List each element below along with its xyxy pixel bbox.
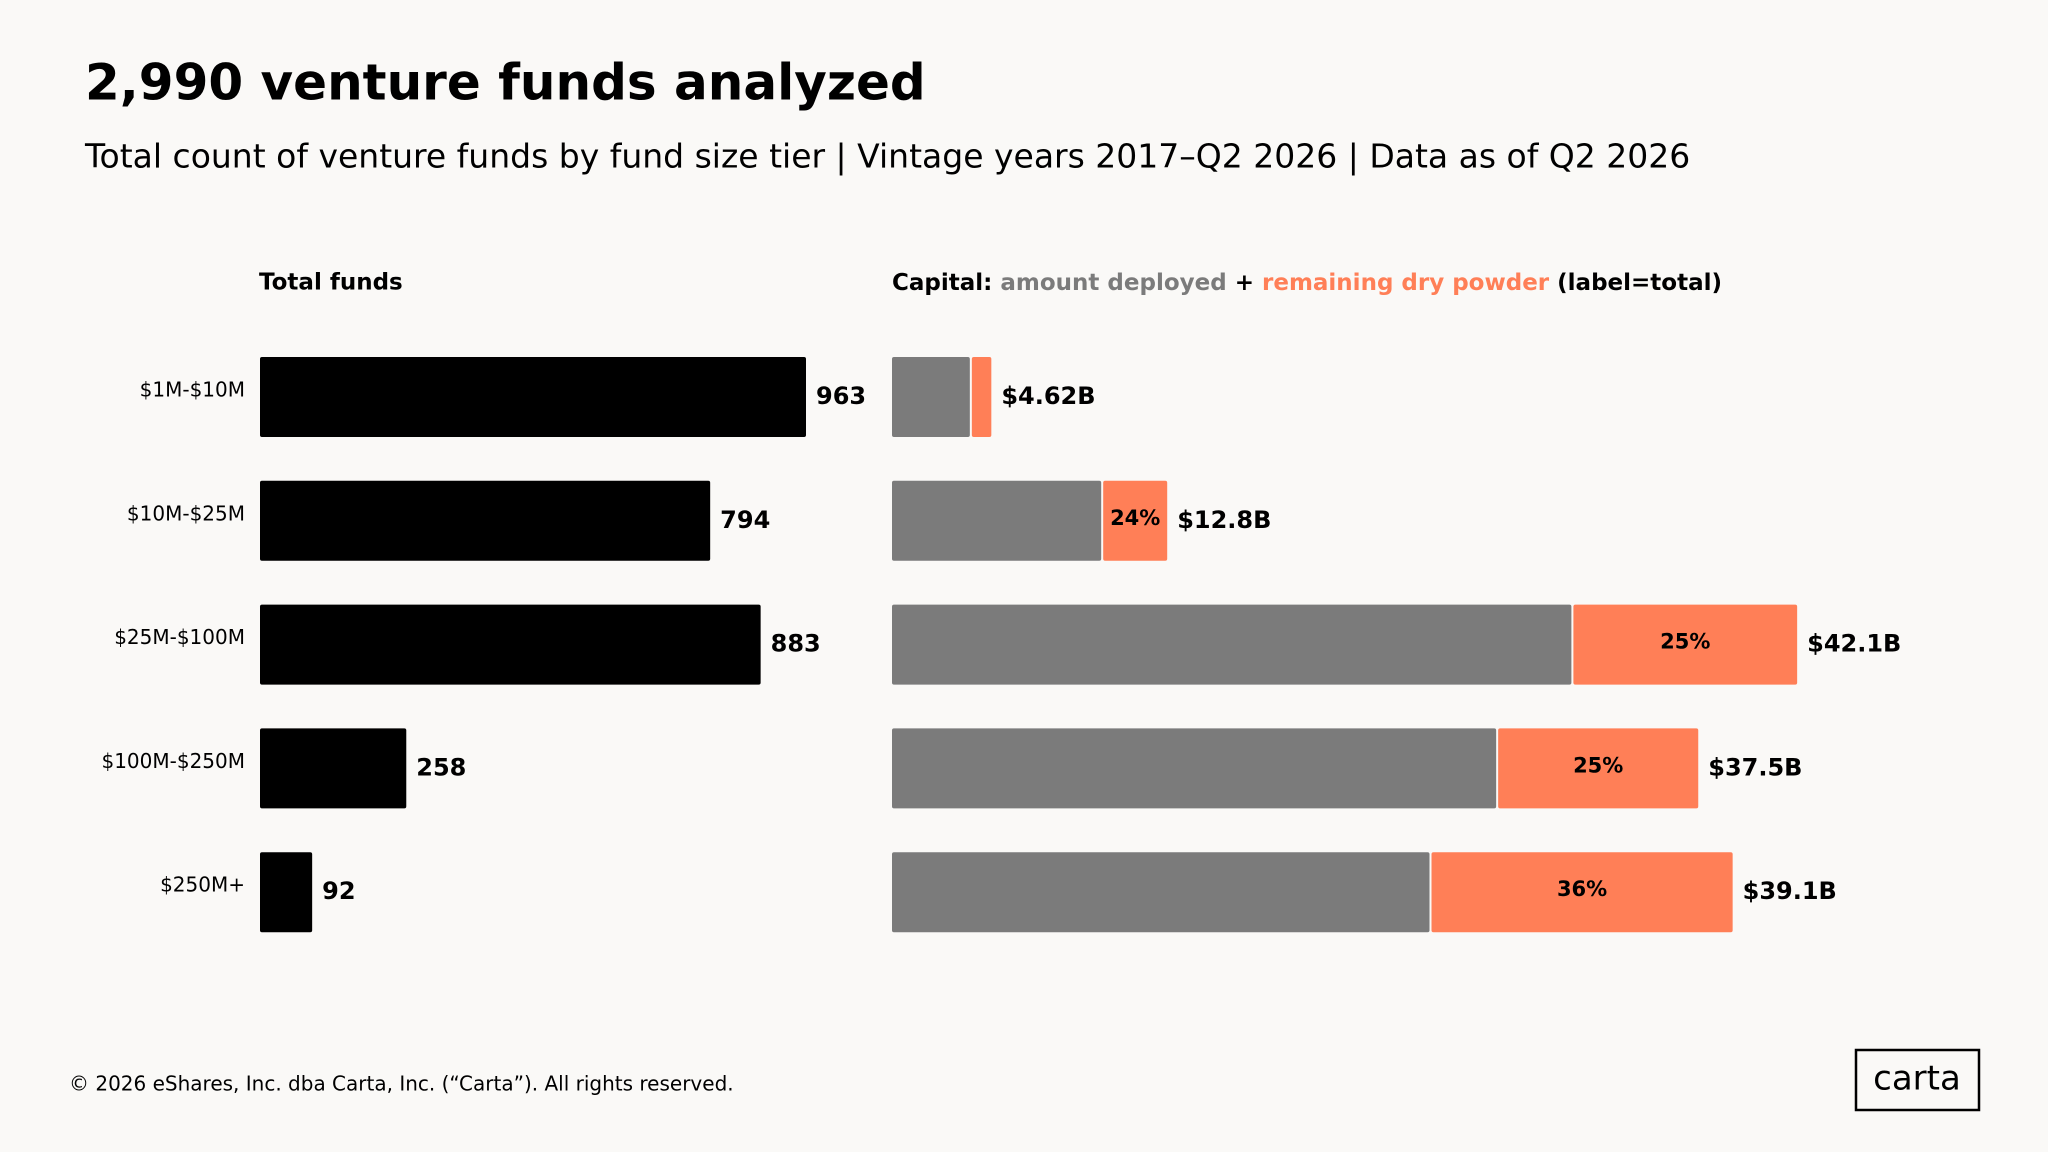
category-label: $100M-$250M bbox=[101, 749, 245, 773]
bar-segment bbox=[1431, 852, 1733, 933]
bar-segment bbox=[1573, 604, 1798, 685]
bar bbox=[260, 852, 313, 933]
legend-deployed: amount deployed bbox=[1000, 270, 1226, 296]
header-note: (label=total) bbox=[1557, 270, 1722, 296]
bar-segment bbox=[1103, 480, 1168, 561]
bar-segment bbox=[892, 728, 1497, 809]
bar-segment bbox=[892, 852, 1430, 933]
total-label: $4.62B bbox=[1001, 382, 1095, 410]
value-label: 258 bbox=[416, 753, 466, 781]
value-label: 963 bbox=[816, 382, 866, 410]
bar-segment bbox=[892, 357, 970, 437]
total-label: $42.1B bbox=[1807, 630, 1901, 658]
title: 2,990 venture funds analyzed bbox=[85, 54, 926, 112]
right-header: Capital: amount deployed + remaining dry… bbox=[892, 270, 1722, 296]
footer: © 2026 eShares, Inc. dba Carta, Inc. (“C… bbox=[69, 1072, 734, 1096]
category-label: $1M-$10M bbox=[140, 378, 245, 402]
segment-label: 24% bbox=[1110, 506, 1160, 530]
bar-segment bbox=[971, 357, 992, 437]
bar bbox=[260, 604, 761, 685]
header-label: Capital: bbox=[892, 270, 992, 296]
bar-segment bbox=[892, 480, 1102, 561]
logo: carta bbox=[1873, 1059, 1961, 1099]
header-joiner: + bbox=[1235, 270, 1254, 296]
category-label: $10M-$25M bbox=[127, 501, 245, 525]
left-header: Total funds bbox=[259, 270, 403, 296]
bar-segment bbox=[1498, 728, 1699, 809]
value-label: 92 bbox=[322, 877, 355, 905]
bar bbox=[260, 480, 711, 561]
total-label: $37.5B bbox=[1708, 753, 1802, 781]
bar bbox=[260, 728, 407, 809]
value-label: 794 bbox=[720, 506, 770, 534]
segment-label: 36% bbox=[1557, 877, 1607, 901]
legend-dry-powder: remaining dry powder bbox=[1262, 270, 1550, 296]
total-label: $12.8B bbox=[1177, 506, 1271, 534]
value-label: 883 bbox=[771, 630, 821, 658]
segment-label: 25% bbox=[1573, 753, 1623, 777]
bar bbox=[260, 357, 806, 437]
category-label: $250M+ bbox=[160, 873, 245, 897]
subtitle: Total count of venture funds by fund siz… bbox=[84, 137, 1690, 176]
total-label: $39.1B bbox=[1743, 877, 1837, 905]
category-label: $25M-$100M bbox=[114, 625, 245, 649]
bar-segment bbox=[892, 604, 1572, 685]
logo-box bbox=[1854, 1048, 1981, 1112]
segment-label: 25% bbox=[1660, 630, 1710, 654]
